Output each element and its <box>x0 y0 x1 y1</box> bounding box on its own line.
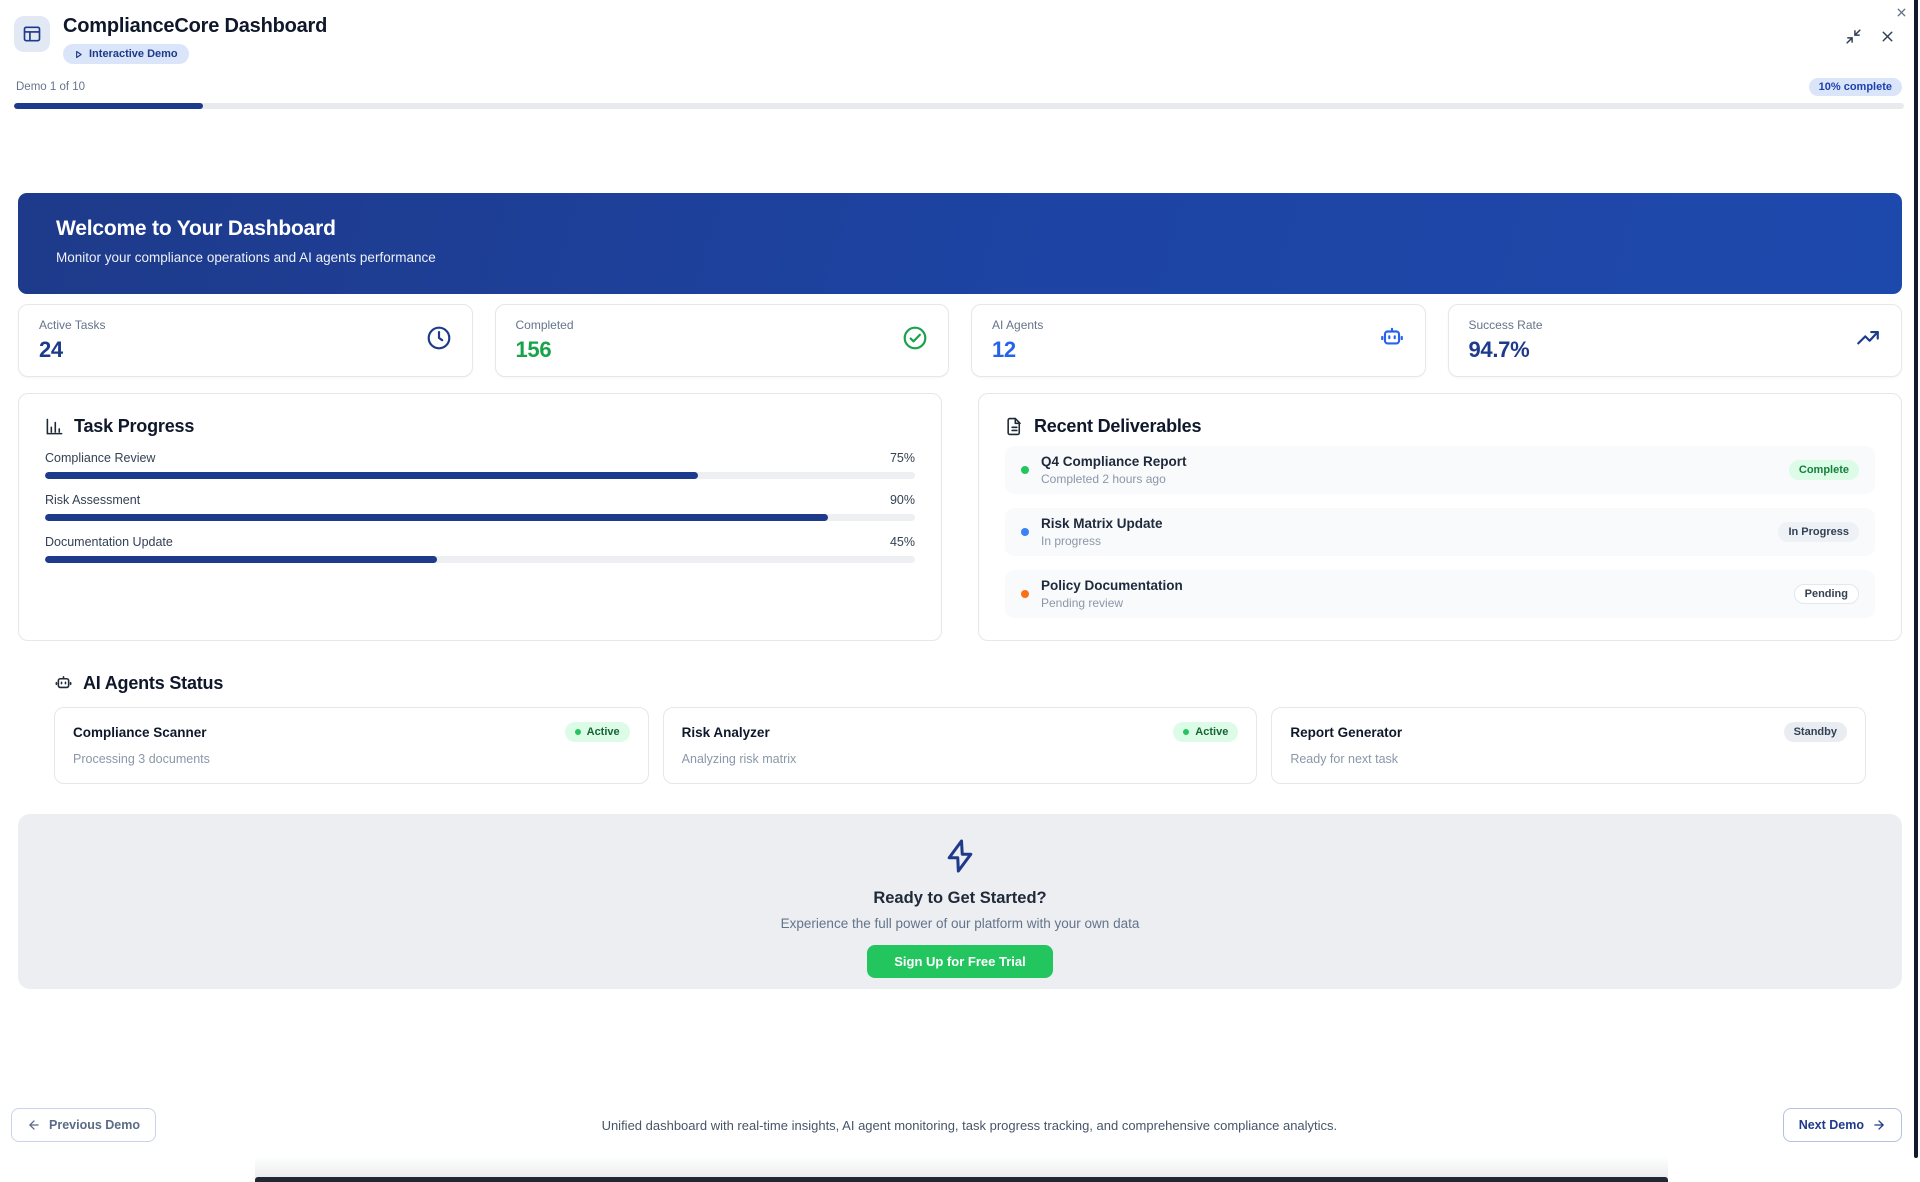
banner-title: Welcome to Your Dashboard <box>56 217 336 240</box>
window-controls <box>1845 28 1896 45</box>
deliverable-title: Q4 Compliance Report <box>1041 454 1187 469</box>
lightning-icon <box>947 839 973 873</box>
previous-demo-button[interactable]: Previous Demo <box>11 1108 157 1142</box>
progress-percent: 45% <box>889 535 915 549</box>
recent-deliverables-panel: Recent Deliverables Q4 Compliance Report… <box>978 393 1902 641</box>
progress-bar <box>45 514 915 521</box>
stat-label: AI Agents <box>992 318 1044 332</box>
deliverable-subtitle: In progress <box>1041 534 1102 548</box>
interactive-demo-badge: Interactive Demo <box>63 44 189 64</box>
page-title: ComplianceCore Dashboard <box>63 15 328 37</box>
footer: Previous Demo Unified dashboard with rea… <box>11 1108 1902 1142</box>
stat-card-active-tasks: Active Tasks 24 <box>18 304 473 377</box>
check-circle-icon <box>902 325 928 356</box>
progress-item: Compliance Review 75% <box>45 451 915 479</box>
stat-value: 24 <box>39 337 63 362</box>
stat-card-completed: Completed 156 <box>494 304 949 377</box>
task-progress-panel: Task Progress Compliance Review 75% Risk… <box>18 393 942 641</box>
status-badge: Pending <box>1793 584 1859 604</box>
deliverable-title: Policy Documentation <box>1041 578 1183 593</box>
status-dot <box>1021 528 1029 536</box>
file-text-icon <box>1007 417 1021 436</box>
status-dot <box>1021 590 1029 598</box>
agent-card-risk-analyzer: Risk Analyzer Active Analyzing risk matr… <box>662 707 1258 784</box>
footer-description: Unified dashboard with real-time insight… <box>601 1117 1338 1133</box>
window-right-edge <box>1914 0 1918 1158</box>
deliverable-subtitle: Completed 2 hours ago <box>1041 472 1166 486</box>
robot-icon <box>1379 325 1405 356</box>
active-dot <box>1183 729 1190 735</box>
next-demo-button[interactable]: Next Demo <box>1782 1108 1902 1142</box>
agent-name: Compliance Scanner <box>73 724 207 740</box>
stat-card-success-rate: Success Rate 94.7% <box>1447 304 1902 377</box>
main-content: Welcome to Your Dashboard Monitor your c… <box>0 193 1920 989</box>
stat-value: 156 <box>515 337 552 362</box>
progress-bar <box>45 556 915 563</box>
agent-name: Report Generator <box>1290 724 1403 740</box>
demo-progress-bar <box>14 103 1904 109</box>
sign-up-button[interactable]: Sign Up for Free Trial <box>867 945 1053 978</box>
agent-card-compliance-scanner: Compliance Scanner Active Processing 3 d… <box>54 707 649 784</box>
stat-card-ai-agents: AI Agents 12 <box>971 304 1426 377</box>
progress-label: Compliance Review <box>45 451 156 465</box>
close-icon[interactable] <box>1879 28 1896 45</box>
banner-subtitle: Monitor your compliance operations and A… <box>56 250 436 265</box>
agent-status-badge: Active <box>564 722 630 742</box>
cta-subtitle: Experience the full power of our platfor… <box>780 916 1140 931</box>
clock-icon <box>426 325 452 356</box>
welcome-banner: Welcome to Your Dashboard Monitor your c… <box>18 193 1902 294</box>
panel-title: Task Progress <box>74 416 195 436</box>
app-logo-layout-icon <box>14 16 50 52</box>
panel-title: Recent Deliverables <box>1034 416 1202 436</box>
progress-percent: 75% <box>889 451 915 465</box>
status-badge: In Progress <box>1778 522 1859 542</box>
agent-status-badge: Active <box>1173 722 1239 742</box>
stat-label: Completed <box>515 318 574 332</box>
collapse-icon[interactable] <box>1845 28 1862 45</box>
progress-label: Documentation Update <box>45 535 173 549</box>
panels-row: Task Progress Compliance Review 75% Risk… <box>18 393 1902 641</box>
demo-progress-fill <box>14 103 203 109</box>
deliverable-row: Risk Matrix Update In progress In Progre… <box>1005 508 1875 556</box>
bar-chart-icon <box>46 418 63 435</box>
progress-percent: 90% <box>889 493 915 507</box>
progress-item: Documentation Update 45% <box>45 535 915 563</box>
progress-bar <box>45 472 915 479</box>
stats-row: Active Tasks 24 Completed 156 AI Agent <box>18 304 1902 377</box>
overlay-close-icon[interactable] <box>1895 6 1908 24</box>
status-dot <box>1021 466 1029 474</box>
agent-name: Risk Analyzer <box>681 724 770 740</box>
agent-activity: Analyzing risk matrix <box>681 752 797 766</box>
demo-step-label: Demo 1 of 10 <box>16 81 86 93</box>
cta-title: Ready to Get Started? <box>873 889 1047 907</box>
stat-label: Active Tasks <box>39 318 106 332</box>
active-dot <box>574 729 581 735</box>
agent-activity: Processing 3 documents <box>73 752 210 766</box>
deliverable-title: Risk Matrix Update <box>1041 516 1163 531</box>
stat-label: Success Rate <box>1468 318 1543 332</box>
demo-percent-badge: 10% complete <box>1808 78 1902 96</box>
play-icon <box>76 50 82 58</box>
header: ComplianceCore Dashboard Interactive Dem… <box>0 0 1920 109</box>
status-badge: Complete <box>1788 460 1859 480</box>
robot-icon <box>55 675 72 689</box>
agent-card-report-generator: Report Generator Standby Ready for next … <box>1271 707 1866 784</box>
arrow-left-icon <box>29 1120 39 1130</box>
ai-agents-section: AI Agents Status Compliance Scanner Acti… <box>54 673 1866 784</box>
agent-status-badge: Standby <box>1783 722 1847 742</box>
deliverable-row: Q4 Compliance Report Completed 2 hours a… <box>1005 446 1875 494</box>
stat-value: 12 <box>992 337 1016 362</box>
bottom-shadow-bar <box>255 1177 1668 1182</box>
stat-value: 94.7% <box>1468 337 1530 362</box>
deliverable-row: Policy Documentation Pending review Pend… <box>1005 570 1875 618</box>
deliverable-subtitle: Pending review <box>1041 596 1124 610</box>
trending-up-icon <box>1855 325 1881 356</box>
agent-activity: Ready for next task <box>1290 752 1399 766</box>
cta-section: Ready to Get Started? Experience the ful… <box>18 814 1902 989</box>
section-title: AI Agents Status <box>83 673 224 693</box>
arrow-right-icon <box>1874 1120 1884 1130</box>
progress-label: Risk Assessment <box>45 493 141 507</box>
progress-item: Risk Assessment 90% <box>45 493 915 521</box>
